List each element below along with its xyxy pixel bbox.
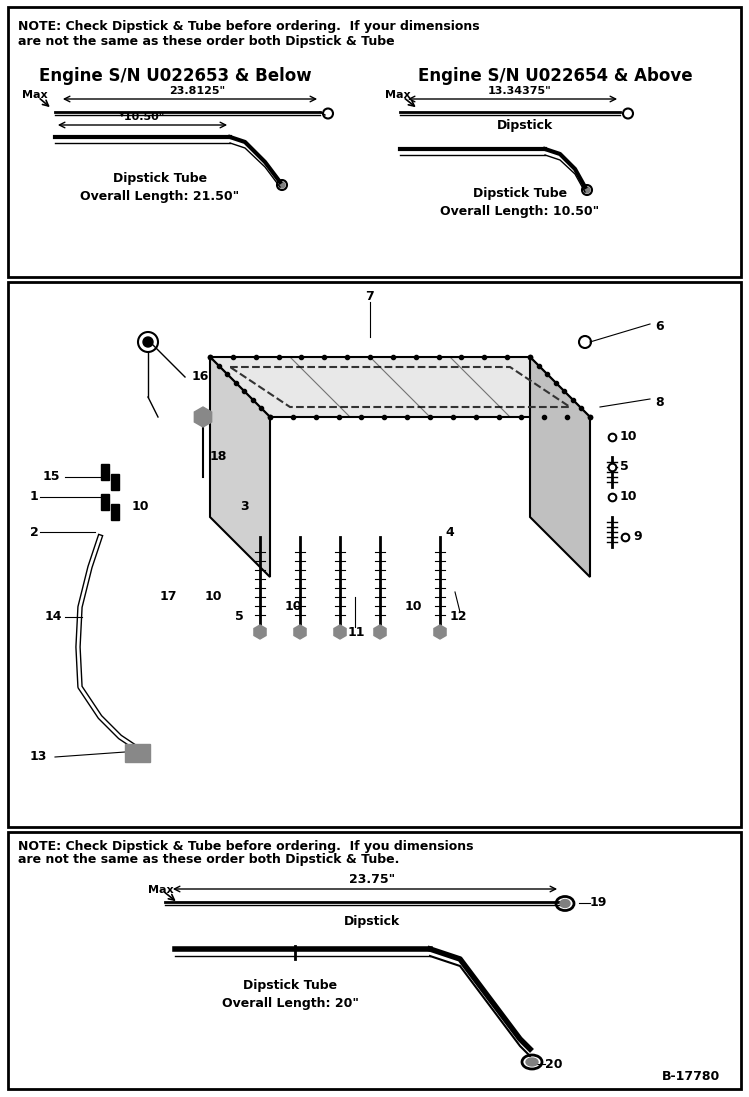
Text: are not the same as these order both Dipstick & Tube.: are not the same as these order both Dip… (18, 853, 399, 866)
Text: 10: 10 (132, 500, 150, 513)
Polygon shape (210, 357, 270, 577)
Text: 13.34375": 13.34375" (488, 86, 552, 97)
Text: 4: 4 (445, 525, 454, 539)
Text: 6: 6 (655, 320, 664, 333)
Text: 10: 10 (405, 600, 422, 613)
Text: 8: 8 (655, 396, 664, 408)
Text: Dipstick: Dipstick (344, 915, 400, 928)
Text: 18: 18 (210, 451, 228, 464)
Text: 15: 15 (43, 471, 60, 484)
Polygon shape (210, 357, 590, 417)
Text: Dipstick: Dipstick (497, 118, 553, 132)
Text: Dipstick Tube
Overall Length: 20": Dipstick Tube Overall Length: 20" (222, 979, 359, 1010)
Ellipse shape (526, 1058, 538, 1066)
Text: 16: 16 (192, 371, 210, 384)
Text: NOTE: Check Dipstick & Tube before ordering.  If you dimensions: NOTE: Check Dipstick & Tube before order… (18, 840, 473, 853)
Ellipse shape (560, 900, 570, 907)
Text: 11: 11 (348, 625, 366, 638)
Text: 23.75": 23.75" (349, 873, 395, 886)
Bar (8, 282, 741, 827)
Bar (101, 494, 109, 510)
Text: 2: 2 (30, 525, 39, 539)
Text: 23.8125": 23.8125" (169, 86, 225, 97)
Text: Dipstick Tube
Overall Length: 21.50": Dipstick Tube Overall Length: 21.50" (80, 172, 240, 203)
Text: 12: 12 (450, 611, 467, 623)
Text: B-17780: B-17780 (662, 1070, 720, 1083)
Text: 20: 20 (545, 1058, 562, 1071)
Text: 5: 5 (235, 611, 243, 623)
Text: NOTE: Check Dipstick & Tube before ordering.  If your dimensions: NOTE: Check Dipstick & Tube before order… (18, 20, 479, 33)
Text: 7: 7 (365, 291, 374, 304)
Text: Max: Max (148, 885, 174, 895)
Bar (111, 474, 119, 490)
Circle shape (279, 182, 285, 188)
Text: Max: Max (22, 90, 48, 100)
Text: 13: 13 (30, 750, 47, 764)
Text: Engine S/N U022654 & Above: Engine S/N U022654 & Above (418, 67, 692, 84)
Circle shape (584, 186, 590, 193)
Bar (101, 464, 109, 480)
Polygon shape (530, 357, 590, 577)
Text: Max: Max (385, 90, 410, 100)
Text: 17: 17 (160, 590, 178, 603)
Text: Engine S/N U022653 & Below: Engine S/N U022653 & Below (39, 67, 312, 84)
Text: 10: 10 (620, 430, 637, 443)
Text: are not the same as these order both Dipstick & Tube: are not the same as these order both Dip… (18, 35, 395, 48)
Text: 5: 5 (620, 461, 628, 474)
Bar (8, 832, 741, 1089)
Text: 14: 14 (45, 611, 62, 623)
Text: 10: 10 (620, 490, 637, 504)
Text: 19: 19 (590, 896, 607, 909)
Circle shape (143, 337, 153, 347)
Text: Dipstick Tube
Overall Length: 10.50": Dipstick Tube Overall Length: 10.50" (440, 186, 600, 218)
Bar (125, 744, 150, 762)
Text: 9: 9 (633, 531, 642, 543)
Bar (111, 504, 119, 520)
Text: 3: 3 (240, 500, 249, 513)
Text: 10: 10 (205, 590, 222, 603)
Text: 10: 10 (285, 600, 303, 613)
Bar (8, 7, 741, 278)
Text: *10.50": *10.50" (119, 112, 166, 122)
Text: 1: 1 (30, 490, 39, 504)
